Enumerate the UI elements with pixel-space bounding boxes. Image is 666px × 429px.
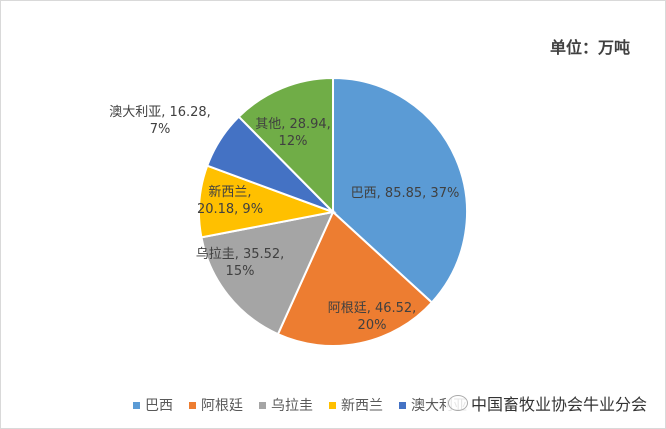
pie-slice-2 xyxy=(200,210,335,336)
legend: 巴西 阿根廷 乌拉圭 新西兰 澳大利亚 xyxy=(133,395,467,415)
legend-label: 新西兰 xyxy=(341,398,383,414)
pie-slice-1 xyxy=(276,210,434,347)
legend-label: 巴西 xyxy=(145,398,173,414)
legend-label: 阿根廷 xyxy=(201,398,243,414)
pie-slice-5 xyxy=(237,76,334,215)
legend-swatch xyxy=(133,401,140,409)
legend-swatch xyxy=(259,401,266,409)
legend-item-3: 新西兰 xyxy=(329,395,383,415)
watermark: 中国畜牧业协会牛业分会 xyxy=(446,391,650,415)
legend-item-0: 巴西 xyxy=(133,395,173,415)
unit-label: 单位：万吨 xyxy=(549,38,630,57)
data-label-5: 其他, 28.94, 12% xyxy=(255,117,331,149)
data-label-3: 新西兰, 20.18, 9% xyxy=(197,184,263,217)
legend-swatch xyxy=(329,401,336,409)
legend-item-2: 乌拉圭 xyxy=(259,395,313,415)
pie-slice-0 xyxy=(332,76,468,304)
data-label-0: 巴西, 85.85, 37% xyxy=(351,186,460,201)
data-label-2: 乌拉圭, 35.52, 15% xyxy=(196,246,285,279)
legend-swatch xyxy=(189,401,196,409)
legend-swatch xyxy=(399,401,406,409)
legend-label: 乌拉圭 xyxy=(271,398,313,414)
wechat-icon xyxy=(448,395,468,411)
data-label-1: 阿根廷, 46.52, 20% xyxy=(328,301,417,333)
data-label-4: 澳大利亚, 16.28, 7% xyxy=(109,104,211,137)
legend-item-1: 阿根廷 xyxy=(189,395,243,415)
watermark-text: 中国畜牧业协会牛业分会 xyxy=(471,395,648,414)
